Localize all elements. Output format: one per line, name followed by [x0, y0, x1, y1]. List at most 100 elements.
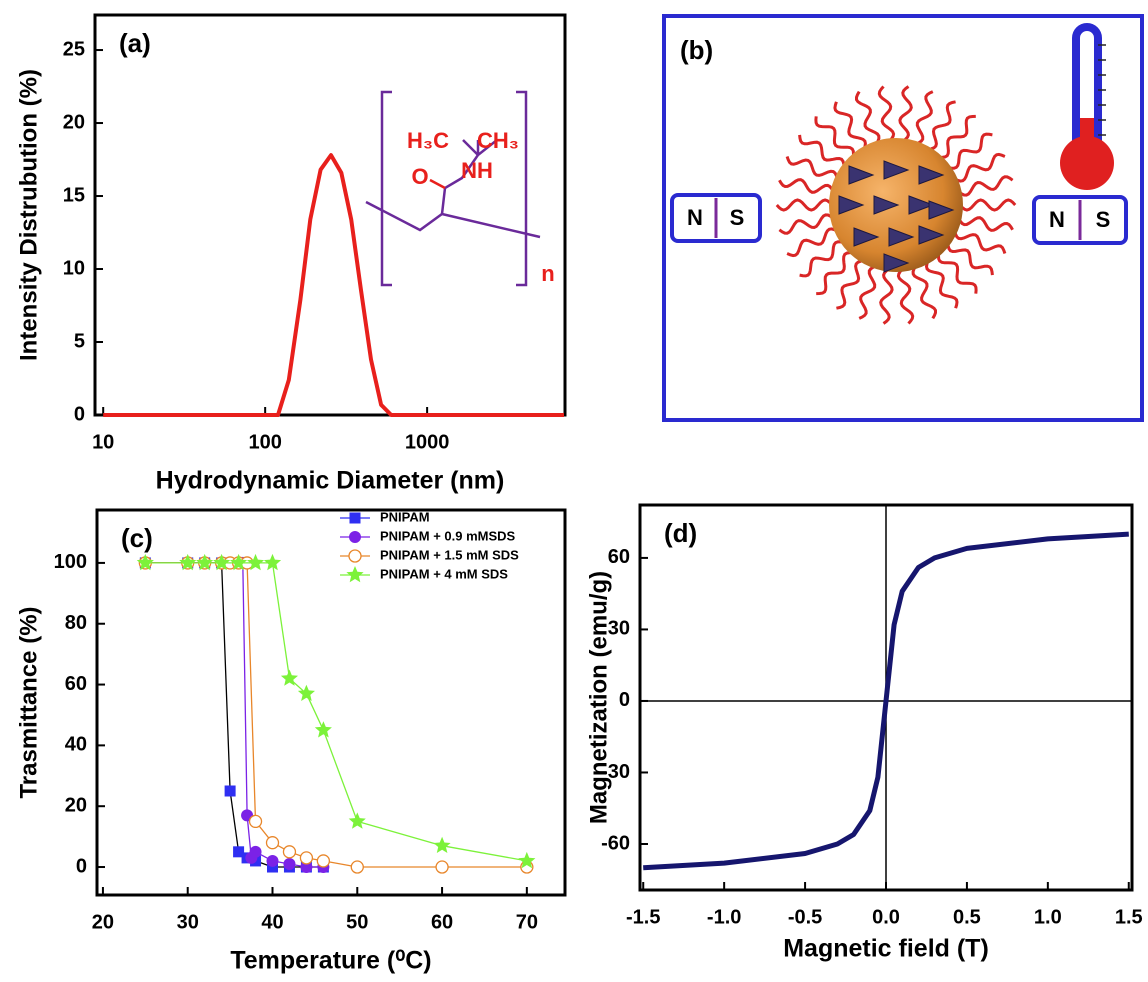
y-tick-label: 5: [74, 330, 85, 352]
polymer-chain: [924, 259, 959, 309]
polymer-chain: [814, 116, 856, 158]
marker: [230, 553, 248, 571]
marker: [248, 814, 263, 829]
polymer-chain: [957, 175, 1014, 197]
x-tick-label: 0.5: [953, 906, 981, 928]
polymer-chain: [798, 134, 846, 168]
panel-label: (c): [121, 523, 153, 553]
bond: [429, 178, 446, 190]
spin-arrow: [873, 195, 900, 215]
marker: [314, 721, 332, 738]
marker: [249, 845, 262, 858]
x-tick-label: 70: [516, 911, 538, 933]
polymer-chain: [785, 156, 839, 180]
marker: [233, 846, 245, 858]
y-tick-label: -30: [601, 761, 630, 783]
marker: [224, 785, 236, 797]
marker: [196, 553, 214, 571]
marker: [265, 836, 280, 850]
polymer-chain: [915, 90, 934, 146]
polymer-chain: [946, 242, 994, 276]
spins: [838, 160, 955, 273]
plot-frame: [95, 508, 567, 897]
bracket: [516, 90, 528, 287]
magnet-pole: N: [1049, 207, 1065, 232]
marker: [136, 553, 154, 571]
legend-label: PNIPAM + 4 mM SDS: [380, 566, 508, 581]
polymer-chain: [833, 101, 867, 151]
marker: [349, 512, 361, 524]
series-line: [145, 562, 527, 862]
y-tick-label: 100: [54, 551, 87, 573]
legend-label: PNIPAM: [380, 509, 430, 524]
y-tick-label: 10: [63, 257, 85, 279]
polymer-chain: [953, 230, 1007, 254]
polymer-chain: [936, 252, 978, 294]
y-axis-label: Trasmittance (%): [15, 606, 42, 798]
polymer-chain: [799, 240, 845, 278]
y-tick-label: 40: [65, 734, 87, 756]
spin-arrow: [848, 165, 875, 185]
marker: [348, 549, 362, 563]
x-tick-label: 100: [248, 431, 281, 453]
annotation: NH: [461, 158, 493, 183]
panel-label: (b): [680, 35, 713, 65]
polymer-chain: [896, 267, 915, 325]
x-axis-label: Magnetic field (T): [783, 935, 989, 963]
x-tick-label: 10: [92, 431, 114, 453]
annotation: O: [411, 164, 428, 189]
series-line: [145, 562, 527, 868]
x-tick-label: 1.0: [1034, 906, 1062, 928]
y-tick-label: 25: [63, 38, 85, 60]
marker: [266, 854, 279, 867]
thermometer-tube: [1072, 23, 1102, 150]
legend-label: PNIPAM + 0.9 mMSDS: [380, 528, 516, 543]
x-axis-label: Temperature (⁰C): [230, 947, 431, 975]
bond: [365, 200, 541, 239]
marker: [179, 553, 197, 571]
x-tick-label: 1000: [405, 431, 450, 453]
polymer-chain: [953, 152, 1006, 183]
polymer-chain: [957, 216, 1014, 232]
polymer-chain: [927, 100, 956, 152]
diagram-frame: [662, 14, 1144, 422]
plot-frame: [93, 13, 567, 417]
magnet-pole: S: [730, 205, 745, 230]
spin-arrow: [918, 165, 945, 185]
annotation: n: [541, 261, 554, 286]
marker: [348, 812, 366, 829]
marker: [349, 531, 361, 543]
thermometer-bulb: [1060, 136, 1114, 190]
bracket: [380, 90, 392, 287]
marker: [283, 857, 296, 870]
bond: [440, 139, 498, 215]
diagram: (b) N S N S: [662, 14, 1144, 422]
spin-arrow: [918, 225, 945, 245]
spin-arrow: [928, 200, 955, 220]
marker: [247, 553, 265, 571]
polymer-chain: [855, 90, 881, 145]
polymer-chain: [816, 251, 854, 296]
marker: [213, 553, 231, 571]
spin-arrow: [908, 195, 935, 215]
annotation: CH₃: [477, 128, 519, 153]
marker: [346, 566, 364, 583]
y-tick-label: 80: [65, 612, 87, 634]
marker: [518, 851, 536, 869]
marker: [300, 861, 313, 874]
spin-arrow: [838, 195, 865, 215]
polymer-chain: [778, 213, 835, 235]
polymer-chain: [911, 265, 937, 320]
x-tick-label: 30: [177, 911, 199, 933]
y-tick-label: 20: [63, 111, 85, 133]
x-tick-label: 0.0: [872, 906, 900, 928]
magnet-pole: S: [1096, 207, 1111, 232]
x-tick-label: 40: [261, 911, 283, 933]
marker: [350, 860, 364, 874]
polymer-chain: [879, 267, 894, 325]
polymer-chain: [775, 198, 834, 212]
y-tick-label: 15: [63, 184, 85, 206]
y-tick-label: 60: [65, 673, 87, 695]
polymer-chain: [958, 198, 1017, 212]
